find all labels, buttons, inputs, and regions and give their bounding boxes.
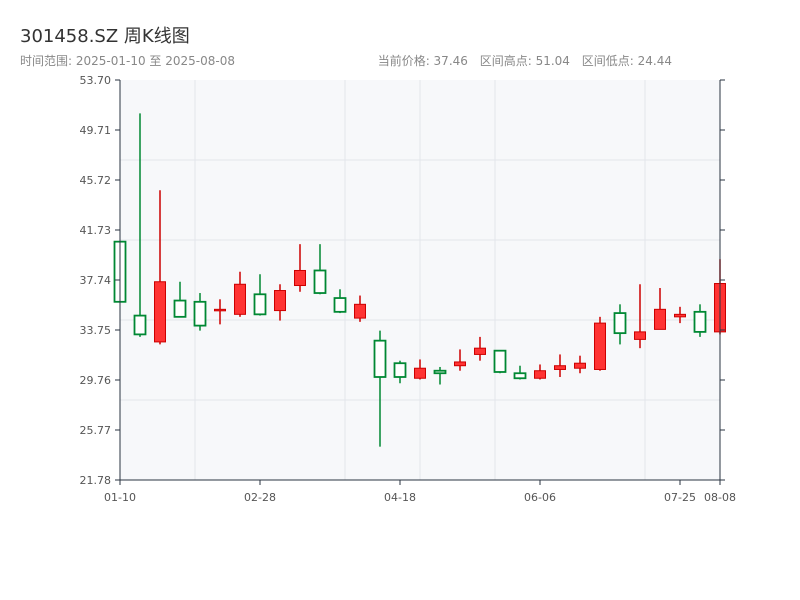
- x-tick-label: 08-08: [704, 491, 736, 504]
- candle: [594, 316, 606, 371]
- price-summary: 当前价格: 37.46 区间高点: 51.04 区间低点: 24.44: [378, 52, 672, 69]
- candle: [393, 360, 407, 384]
- current-price-label: 当前价格: 37.46: [377, 54, 468, 68]
- candle: [634, 284, 646, 349]
- x-tick-label: 06-06: [524, 491, 556, 504]
- candle-body-up: [474, 347, 486, 355]
- candle: [193, 293, 207, 331]
- candle-body-down: [693, 310, 707, 333]
- candle-body-up: [414, 367, 426, 379]
- candle-body-down: [613, 312, 627, 335]
- candle: [373, 330, 387, 447]
- candle-body-down: [193, 300, 207, 327]
- candle: [654, 288, 666, 330]
- candle: [574, 355, 586, 374]
- candle: [133, 113, 147, 337]
- candle-body-down: [133, 314, 147, 336]
- candle-body-down: [253, 293, 267, 316]
- candle: [333, 289, 347, 314]
- x-tick-label: 01-10: [104, 491, 136, 504]
- candle-body-down: [393, 362, 407, 378]
- candle-body-up: [234, 283, 246, 315]
- candle-body-up: [454, 361, 466, 367]
- x-tick-label: 07-25: [664, 491, 696, 504]
- candle: [613, 304, 627, 345]
- candle-body-up: [654, 308, 666, 330]
- y-tick-label: 21.78: [80, 474, 112, 487]
- y-tick-label: 37.74: [80, 274, 112, 287]
- y-tick-label: 45.72: [80, 174, 112, 187]
- candle: [693, 304, 707, 337]
- candle-body-up: [294, 269, 306, 287]
- candle: [414, 359, 426, 380]
- candle: [513, 365, 527, 380]
- candle: [454, 349, 466, 371]
- candle-body-down: [493, 349, 507, 373]
- candle-body-up: [674, 313, 686, 318]
- y-tick-label: 29.76: [80, 374, 112, 387]
- candle-body-up: [534, 370, 546, 379]
- candle-body-up: [214, 308, 226, 312]
- candle: [474, 336, 486, 361]
- y-tick-label: 41.73: [80, 224, 112, 237]
- candle-body-up: [274, 290, 286, 312]
- candle-body-down: [313, 269, 327, 294]
- candle: [173, 281, 187, 318]
- candle: [154, 190, 166, 345]
- candle: [554, 354, 566, 377]
- candle-body-down: [173, 299, 187, 318]
- y-tick-label: 25.77: [80, 424, 112, 437]
- candle-body-up: [574, 362, 586, 369]
- time-range-label: 时间范围: 2025-01-10 至 2025-08-08: [20, 54, 235, 68]
- candle-body-up: [554, 365, 566, 370]
- candle-body-up: [354, 303, 366, 319]
- candle: [214, 299, 226, 325]
- x-tick-label: 02-28: [244, 491, 276, 504]
- candle-body-up: [634, 331, 646, 340]
- y-tick-label: 33.75: [80, 324, 112, 337]
- candle: [433, 366, 447, 385]
- candle: [294, 244, 306, 292]
- candle-body-down: [333, 297, 347, 313]
- candle: [534, 364, 546, 380]
- y-tick-label: 49.71: [80, 124, 112, 137]
- range-high-label: 区间高点: 51.04: [479, 54, 570, 68]
- candle-body-up: [154, 281, 166, 343]
- y-tick-label: 53.70: [80, 74, 112, 87]
- chart-title: 301458.SZ 周K线图: [20, 26, 190, 47]
- candle-body-down: [433, 369, 447, 375]
- x-tick-label: 04-18: [384, 491, 416, 504]
- candle: [313, 244, 327, 295]
- range-low-label: 区间低点: 24.44: [581, 54, 672, 68]
- candle: [274, 284, 286, 321]
- candle: [234, 271, 246, 317]
- candle-body-down: [373, 339, 387, 378]
- candle: [253, 274, 267, 316]
- candle: [674, 306, 686, 324]
- candle: [493, 349, 507, 374]
- candle-body-down: [513, 372, 527, 380]
- candle: [354, 295, 366, 322]
- candle-body-up: [594, 322, 606, 370]
